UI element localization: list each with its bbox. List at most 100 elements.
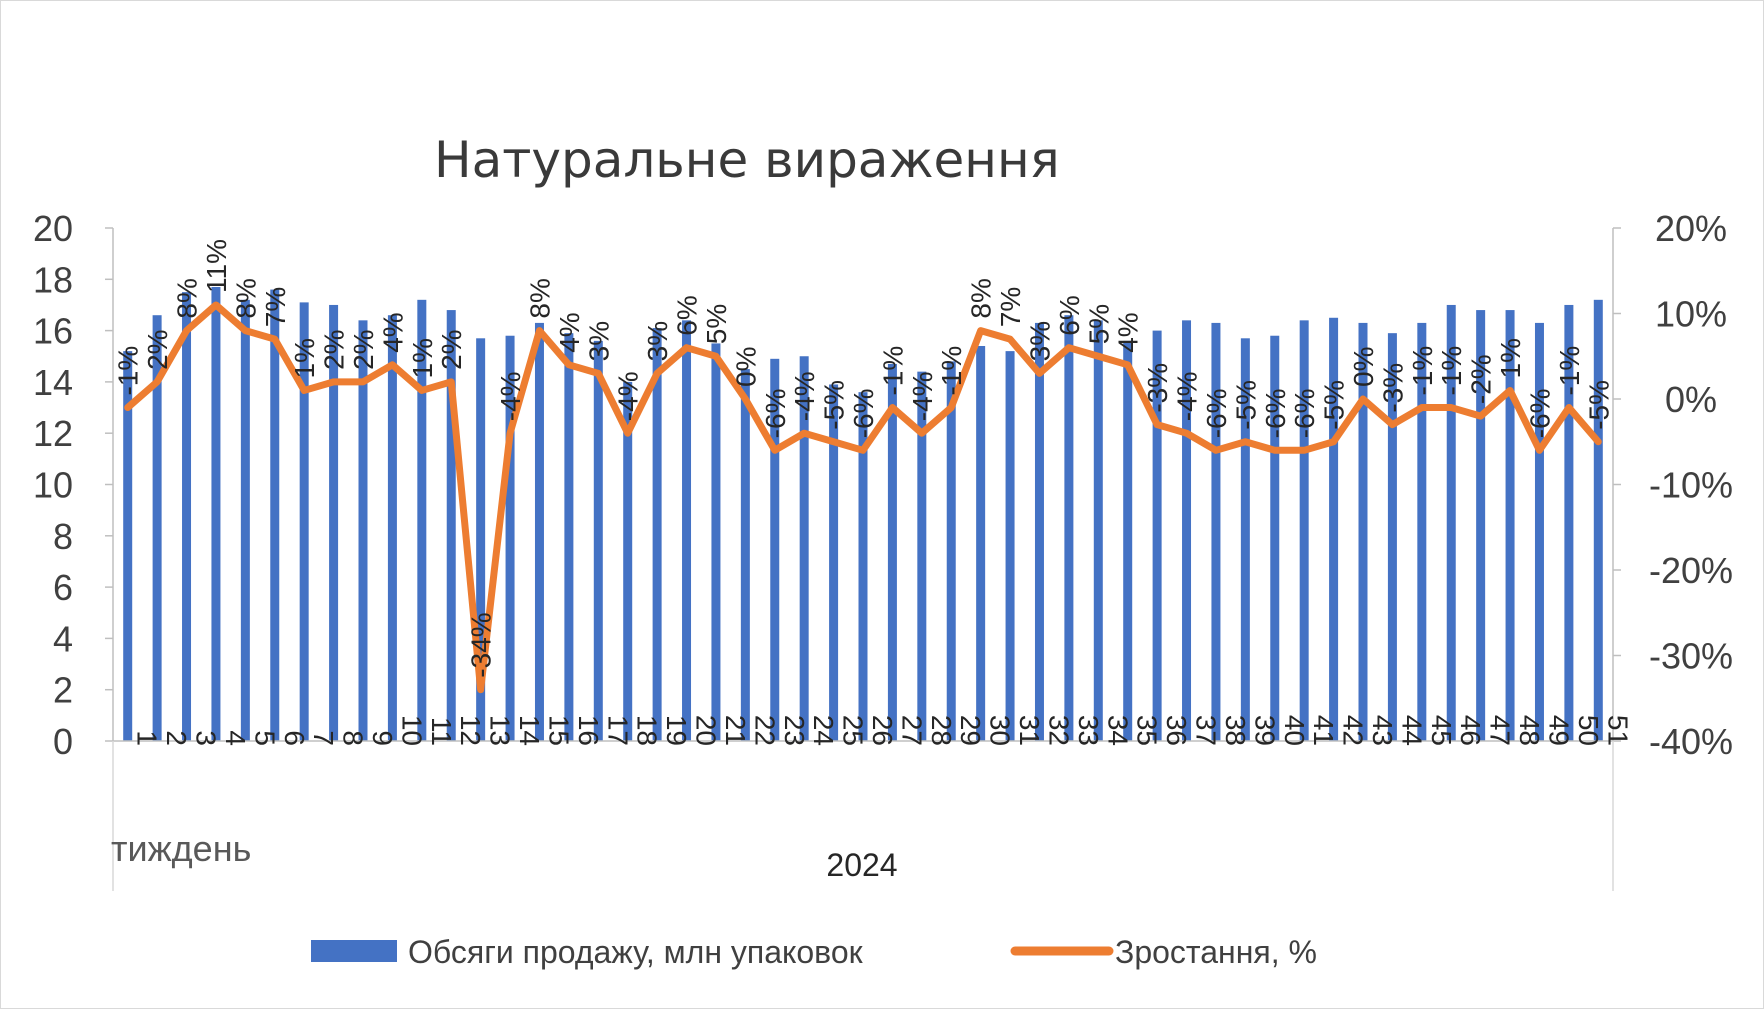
bar: [417, 299, 427, 741]
growth-data-label: 8%: [524, 278, 555, 318]
category-tick-label: 24: [808, 715, 839, 746]
growth-data-label: 2%: [319, 329, 350, 369]
bar: [1123, 340, 1133, 741]
growth-data-label: 5%: [1083, 304, 1114, 344]
bar: [1211, 322, 1221, 741]
bar: [1476, 310, 1486, 741]
bar: [858, 392, 868, 741]
bar: [976, 345, 986, 741]
year-group-label: 2024: [826, 847, 897, 883]
growth-data-label: 1%: [1495, 338, 1526, 378]
growth-data-label: -34%: [466, 612, 497, 677]
category-tick-label: 4: [220, 730, 251, 746]
category-tick-label: 14: [514, 715, 545, 746]
growth-data-label: -6%: [848, 389, 879, 439]
category-tick-label: 47: [1485, 715, 1516, 746]
legend-line-label: Зростання, %: [1115, 934, 1317, 970]
bar: [829, 384, 839, 741]
growth-data-label: 3%: [583, 321, 614, 361]
category-tick-label: 43: [1367, 715, 1398, 746]
x-axis-label: тиждень: [111, 828, 251, 869]
bar: [887, 363, 897, 741]
bar: [740, 369, 750, 741]
category-tick-label: 41: [1308, 715, 1339, 746]
legend: Обсяги продажу, млн упаковок Зростання, …: [311, 934, 1317, 970]
growth-data-label: 11%: [201, 239, 232, 293]
growth-data-label: 2%: [142, 329, 173, 369]
right-tick-label: -30%: [1649, 636, 1733, 677]
growth-data-label: -5%: [1583, 380, 1614, 430]
right-tick-label: 0%: [1665, 379, 1717, 420]
bar: [1152, 330, 1162, 741]
category-tick-label: 34: [1102, 715, 1133, 746]
left-tick-label: 16: [33, 311, 73, 352]
growth-data-label: 8%: [172, 278, 203, 318]
category-tick-label: 39: [1249, 715, 1280, 746]
legend-bar-label: Обсяги продажу, млн упаковок: [408, 934, 864, 970]
bar: [211, 286, 221, 741]
category-tick-label: 23: [779, 715, 810, 746]
bar: [1093, 320, 1103, 741]
growth-data-label: -5%: [819, 380, 850, 430]
category-tick-label: 45: [1426, 715, 1457, 746]
growth-data-label: 3%: [642, 321, 673, 361]
left-tick-label: 0: [53, 721, 73, 762]
category-tick-label: 11: [426, 717, 457, 746]
right-y-axis: -40% -30% -20% -10% 0% 10% 20%: [1612, 208, 1733, 762]
chart-title: Натуральне вираження: [434, 131, 1060, 189]
category-tick-label: 26: [867, 715, 898, 746]
left-tick-label: 14: [33, 362, 73, 403]
growth-data-label: 4%: [377, 312, 408, 352]
category-tick-label: 18: [632, 715, 663, 746]
category-tick-label: 27: [896, 715, 927, 746]
line-series: [124, 301, 1602, 694]
bar: [623, 381, 633, 741]
growth-data-label: -4%: [907, 371, 938, 421]
growth-data-label: -1%: [1436, 346, 1467, 396]
growth-data-label: -1%: [877, 346, 908, 396]
category-tick-label: 22: [749, 715, 780, 746]
category-tick-label: 16: [573, 715, 604, 746]
category-tick-label: 50: [1573, 715, 1604, 746]
growth-data-label: -1%: [1407, 346, 1438, 396]
bar: [476, 338, 486, 741]
growth-data-label: -6%: [1524, 389, 1555, 439]
left-tick-label: 8: [53, 516, 73, 557]
category-tick-label: 44: [1396, 715, 1427, 746]
bar: [152, 315, 162, 741]
bar: [240, 299, 250, 741]
bar: [799, 356, 809, 741]
category-tick-label: 12: [455, 715, 486, 746]
bar: [564, 333, 574, 741]
category-tick-label: 13: [485, 715, 516, 746]
legend-bar-swatch: [311, 940, 397, 962]
category-tick-label: 49: [1543, 715, 1574, 746]
category-tick-label: 25: [838, 715, 869, 746]
category-tick-label: 8: [338, 730, 369, 746]
bar: [1387, 333, 1397, 741]
category-tick-label: 17: [602, 715, 633, 746]
growth-data-label: 0%: [1348, 347, 1379, 387]
category-tick-label: 20: [691, 715, 722, 746]
growth-data-label: -6%: [760, 389, 791, 439]
bar: [593, 340, 603, 741]
category-tick-label: 36: [1161, 715, 1192, 746]
bar: [682, 320, 692, 741]
category-tick-label: 21: [720, 715, 751, 746]
right-tick-label: 20%: [1655, 208, 1727, 249]
growth-data-label: 6%: [1054, 295, 1085, 335]
bar: [387, 315, 397, 741]
bar: [446, 310, 456, 741]
category-tick-label: 35: [1132, 715, 1163, 746]
bar: [1329, 317, 1339, 741]
category-tick-label: 42: [1338, 715, 1369, 746]
growth-data-label: -6%: [1289, 389, 1320, 439]
growth-line: [124, 301, 1602, 694]
category-tick-label: 15: [543, 715, 574, 746]
data-labels: -1%2%8%11%8%7%1%2%2%4%1%2%-34%-4%8%4%3%-…: [113, 239, 1615, 678]
growth-data-label: -4%: [495, 371, 526, 421]
growth-data-label: 7%: [995, 287, 1026, 327]
left-tick-label: 18: [33, 259, 73, 300]
category-tick-label: 48: [1514, 715, 1545, 746]
